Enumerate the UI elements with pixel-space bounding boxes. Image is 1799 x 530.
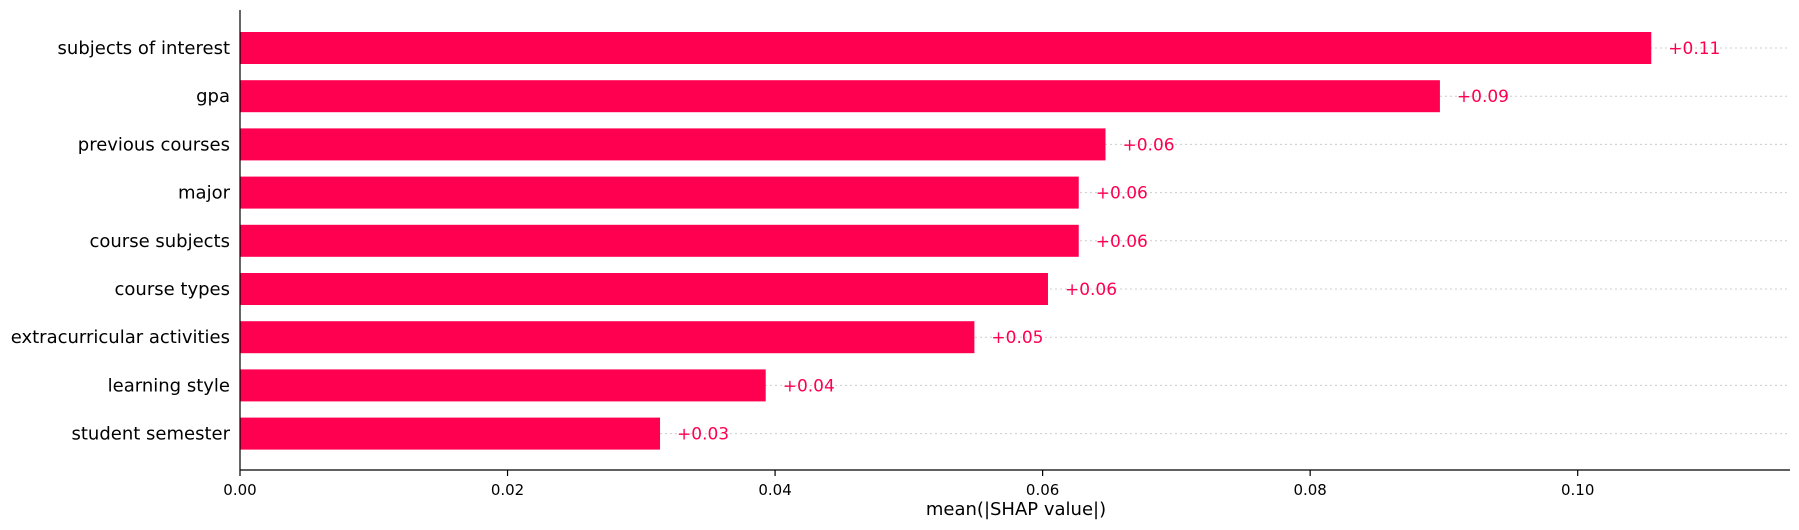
category-label: course subjects — [89, 231, 230, 252]
bar-course-types — [240, 273, 1048, 305]
x-tick-label: 0.10 — [1561, 481, 1594, 499]
bar-subjects-of-interest — [240, 32, 1652, 64]
category-label: major — [178, 183, 231, 204]
x-tick-label: 0.02 — [491, 481, 524, 499]
category-label: student semester — [71, 424, 230, 445]
x-axis-title: mean(|SHAP value|) — [926, 499, 1106, 520]
bar-learning-style — [240, 369, 766, 402]
category-label: extracurricular activities — [11, 327, 230, 348]
value-label: +0.04 — [783, 376, 835, 396]
bar-gpa — [240, 80, 1440, 113]
category-labels: subjects of interest gpa previous courses m… — [11, 38, 231, 445]
bar-course-subjects — [240, 224, 1079, 257]
value-label: +0.06 — [1122, 135, 1174, 155]
category-label: previous courses — [78, 134, 230, 155]
value-label: +0.03 — [677, 425, 729, 445]
bar-extracurricular-activities — [240, 321, 975, 354]
value-label: +0.06 — [1065, 280, 1117, 300]
x-tick-label: 0.08 — [1293, 481, 1326, 499]
x-axis-ticks: 0.00 0.02 0.04 0.06 0.08 0.10 — [223, 470, 1594, 499]
value-label: +0.05 — [991, 328, 1043, 348]
value-labels: +0.11 +0.09 +0.06 +0.06 +0.06 +0.06 +0.05 +0.04… — [677, 39, 1720, 445]
x-tick-label: 0.00 — [223, 481, 256, 499]
value-label: +0.09 — [1457, 87, 1509, 107]
bar-previous-courses — [240, 128, 1106, 161]
x-tick-label: 0.06 — [1026, 481, 1059, 499]
value-label: +0.06 — [1096, 184, 1148, 204]
value-label: +0.11 — [1668, 39, 1720, 59]
category-label: subjects of interest — [58, 38, 230, 59]
bars-group — [240, 32, 1652, 450]
x-tick-label: 0.04 — [758, 481, 791, 499]
category-label: learning style — [108, 375, 230, 396]
bar-student-semester — [240, 417, 661, 450]
category-label: course types — [115, 279, 230, 300]
value-label: +0.06 — [1096, 232, 1148, 252]
category-label: gpa — [196, 86, 230, 107]
bar-major — [240, 176, 1079, 209]
